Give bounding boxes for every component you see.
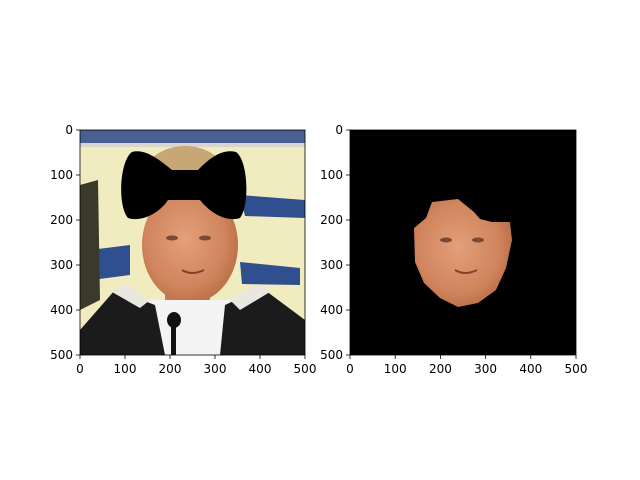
right-axes-frame — [349, 129, 577, 356]
left-xtick-label-4: 400 — [249, 362, 272, 376]
collar-right — [230, 284, 270, 310]
right-xtick-label-2: 200 — [429, 362, 452, 376]
left-xtick-label-3: 300 — [204, 362, 227, 376]
right-xtick-label-3: 300 — [474, 362, 497, 376]
left-ytick-label-1: 100 — [50, 168, 73, 182]
right-ytick-label-3: 300 — [320, 258, 343, 272]
left-ytick-label-2: 200 — [50, 213, 73, 227]
microphone-stand — [171, 322, 176, 355]
seg-right-eye — [472, 237, 484, 243]
banner-left — [90, 245, 130, 280]
segmented-face — [414, 199, 512, 307]
left-xtick-label-0: 0 — [76, 362, 84, 376]
left-image — [80, 130, 305, 355]
left-xtick-label-5: 500 — [294, 362, 317, 376]
right-xtick-label-4: 400 — [519, 362, 542, 376]
right-eye — [199, 235, 211, 241]
right-image — [350, 130, 576, 355]
seg-mouth — [454, 269, 478, 274]
left-ytick-label-0: 0 — [65, 123, 73, 137]
left-axes-frame — [79, 129, 306, 356]
top-stripe-light — [80, 143, 305, 147]
seg-left-eye — [440, 237, 452, 243]
face — [142, 187, 238, 303]
top-stripe — [80, 130, 305, 143]
banner-right — [240, 195, 305, 218]
left-ytick-label-5: 500 — [50, 348, 73, 362]
right-ytick-label-4: 400 — [320, 303, 343, 317]
right-xtick-label-5: 500 — [565, 362, 588, 376]
right-ytick-label-2: 200 — [320, 213, 343, 227]
bowtie-mask — [121, 151, 247, 220]
left-ytick-label-4: 400 — [50, 303, 73, 317]
banner-right-lower — [240, 262, 300, 285]
right-xtick-label-1: 100 — [384, 362, 407, 376]
microphone — [167, 312, 181, 328]
left-xtick-label-1: 100 — [114, 362, 137, 376]
left-ytick-label-3: 300 — [50, 258, 73, 272]
jacket-left — [80, 290, 165, 355]
mouth — [181, 269, 205, 274]
left-eye — [166, 235, 178, 241]
right-ytick-label-5: 500 — [320, 348, 343, 362]
right-xtick-label-0: 0 — [346, 362, 354, 376]
background-figure — [80, 180, 100, 310]
left-xtick-label-2: 200 — [159, 362, 182, 376]
right-ytick-label-1: 100 — [320, 168, 343, 182]
collar-left — [112, 284, 150, 308]
right-ytick-label-0: 0 — [335, 123, 343, 137]
